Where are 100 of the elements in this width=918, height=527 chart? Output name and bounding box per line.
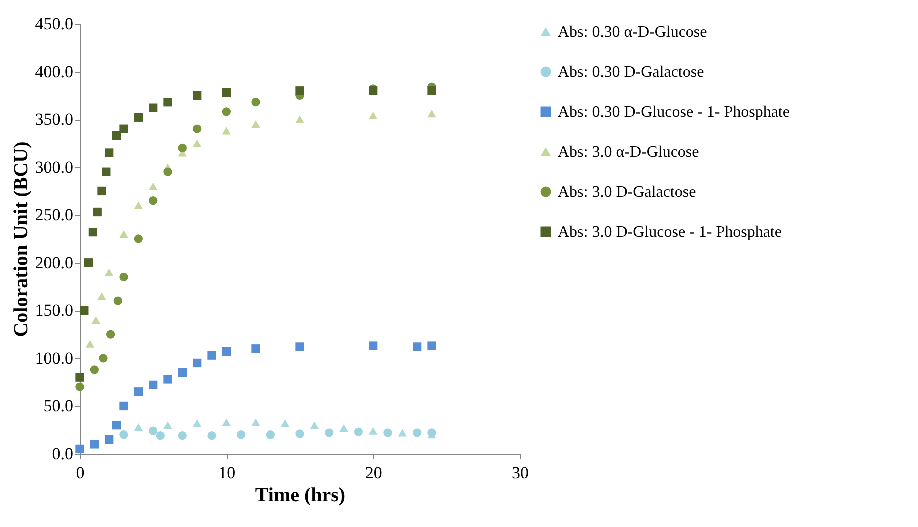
legend-label: Abs: 3.0 D-Glucose - 1- Phosphate bbox=[558, 224, 782, 241]
point bbox=[369, 427, 378, 435]
legend-label: Abs: 0.30 D-Glucose - 1- Phosphate bbox=[558, 104, 790, 121]
point bbox=[112, 421, 121, 430]
y-tick-label: 100.0 bbox=[35, 348, 74, 368]
point bbox=[413, 342, 422, 352]
point bbox=[193, 124, 202, 134]
point bbox=[325, 428, 334, 438]
point bbox=[156, 432, 165, 440]
y-tick-label: 200.0 bbox=[35, 253, 74, 272]
point bbox=[149, 182, 158, 190]
point bbox=[164, 375, 172, 384]
point bbox=[413, 428, 422, 438]
point bbox=[105, 148, 114, 158]
point bbox=[149, 196, 158, 206]
point bbox=[252, 98, 260, 107]
point bbox=[134, 234, 143, 244]
point bbox=[134, 388, 143, 396]
point bbox=[369, 342, 378, 350]
point bbox=[428, 342, 436, 350]
point bbox=[193, 140, 202, 148]
y-tick-label: 450.0 bbox=[35, 14, 74, 34]
point bbox=[222, 347, 231, 356]
point bbox=[222, 127, 231, 135]
point bbox=[120, 430, 128, 440]
point bbox=[98, 186, 106, 196]
point bbox=[296, 116, 304, 124]
point bbox=[102, 168, 111, 176]
point bbox=[120, 124, 128, 134]
point bbox=[222, 418, 231, 426]
y-axis-title: Coloration Unit (BCU) bbox=[10, 142, 32, 338]
point bbox=[281, 420, 290, 428]
point bbox=[149, 104, 158, 112]
point bbox=[90, 366, 99, 374]
y-tick-label: 50.0 bbox=[44, 396, 74, 416]
point bbox=[296, 86, 304, 96]
legend-label: Abs: 0.30 α-D-Glucose bbox=[558, 24, 708, 41]
point bbox=[164, 98, 172, 107]
point bbox=[237, 430, 246, 440]
x-axis-title: Time (hrs) bbox=[255, 484, 346, 506]
legend-label: Abs: 3.0 α-D-Glucose bbox=[558, 144, 700, 161]
x-tick-label: 30 bbox=[512, 464, 529, 482]
point bbox=[178, 144, 187, 153]
point bbox=[428, 428, 436, 438]
point bbox=[134, 202, 143, 210]
point bbox=[296, 342, 304, 352]
point bbox=[86, 340, 95, 348]
point bbox=[296, 430, 304, 438]
point bbox=[114, 296, 122, 306]
point bbox=[105, 268, 114, 276]
y-tick-label: 300.0 bbox=[35, 158, 74, 177]
point bbox=[120, 402, 128, 411]
point bbox=[208, 351, 216, 360]
y-tick-label: 250.0 bbox=[35, 206, 74, 225]
y-tick-label: 400.0 bbox=[35, 62, 74, 82]
point bbox=[354, 428, 363, 436]
point bbox=[398, 429, 407, 437]
point bbox=[105, 435, 114, 444]
point bbox=[134, 423, 143, 431]
point bbox=[178, 368, 187, 378]
point bbox=[76, 373, 84, 382]
point bbox=[252, 418, 260, 426]
point bbox=[84, 258, 94, 268]
point bbox=[208, 432, 216, 440]
point bbox=[92, 316, 100, 324]
point bbox=[193, 91, 202, 100]
point bbox=[310, 422, 319, 430]
point bbox=[120, 272, 128, 282]
point bbox=[384, 428, 392, 438]
point bbox=[193, 358, 202, 368]
point bbox=[76, 382, 84, 392]
legend-label: Abs: 0.30 D-Galactose bbox=[558, 64, 704, 81]
point bbox=[93, 208, 102, 217]
y-tick-label: 0.0 bbox=[52, 444, 74, 464]
x-tick-label: 0 bbox=[76, 464, 85, 482]
point bbox=[120, 230, 128, 238]
point bbox=[193, 420, 202, 428]
point bbox=[112, 131, 121, 140]
point bbox=[134, 113, 143, 122]
point bbox=[222, 108, 231, 116]
point bbox=[252, 120, 260, 128]
point bbox=[252, 344, 260, 354]
point bbox=[88, 228, 98, 237]
point bbox=[99, 354, 108, 363]
point bbox=[106, 330, 116, 339]
point bbox=[340, 424, 348, 432]
point bbox=[149, 426, 158, 436]
point bbox=[369, 112, 378, 120]
point bbox=[164, 422, 172, 430]
x-tick-label: 20 bbox=[365, 464, 382, 482]
x-tick-label: 10 bbox=[218, 464, 236, 482]
y-tick-label: 150.0 bbox=[35, 301, 74, 320]
point bbox=[149, 380, 158, 390]
legend-label: Abs: 3.0 D-Galactose bbox=[558, 184, 696, 201]
y-tick-label: 350.0 bbox=[35, 110, 74, 130]
point bbox=[178, 432, 187, 440]
point bbox=[222, 88, 231, 98]
point bbox=[90, 440, 99, 449]
point bbox=[80, 306, 89, 315]
point bbox=[266, 430, 275, 440]
